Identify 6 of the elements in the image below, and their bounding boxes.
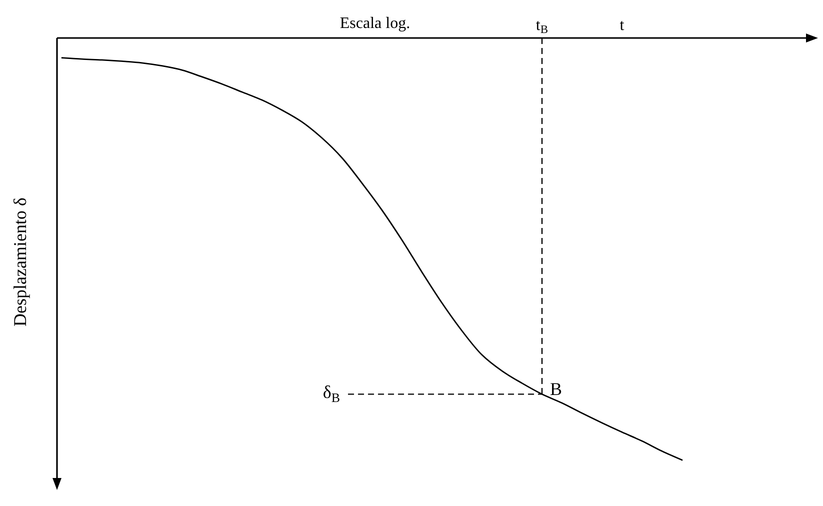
ref-line-label: δ$_{B}$ (322, 382, 340, 405)
x-tick-label: t (620, 17, 625, 34)
annotation: B (550, 379, 562, 400)
y-axis-title: Desplazamiento δ (10, 198, 30, 326)
x-tick-label: t$_{B}$ (536, 17, 548, 36)
x-axis-title: Escala log. (340, 15, 410, 32)
